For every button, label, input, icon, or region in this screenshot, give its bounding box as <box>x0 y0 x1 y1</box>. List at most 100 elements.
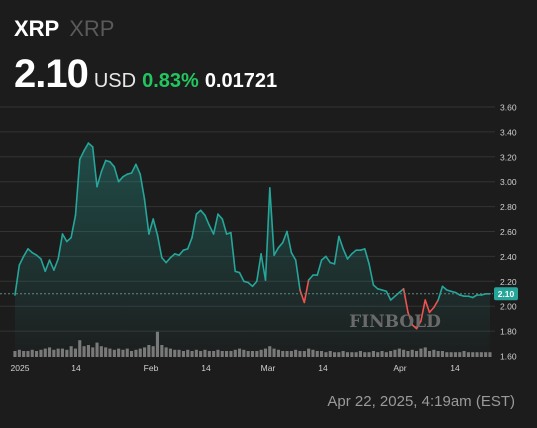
price-line-segment <box>333 235 340 265</box>
price-line <box>14 142 491 330</box>
price-line-segment <box>48 259 55 271</box>
price-line-segment <box>191 213 198 239</box>
price-line-segment <box>96 170 103 188</box>
volume-bar <box>415 351 419 357</box>
volume-bar <box>143 347 147 357</box>
volume-bar <box>276 349 280 357</box>
volume-bar <box>311 349 315 357</box>
price-line-segment <box>338 235 345 250</box>
y-tick-label: 3.00 <box>500 177 517 187</box>
volume-bar <box>233 349 237 357</box>
y-tick-label: 1.80 <box>500 327 517 337</box>
change-absolute: 0.01721 <box>204 70 278 92</box>
price-line-segment <box>303 279 310 304</box>
price-line-segment <box>18 255 25 266</box>
volume-bar <box>242 349 246 357</box>
price-line-segment <box>31 251 38 256</box>
price-line-segment <box>199 209 206 217</box>
volume-bar <box>147 345 151 357</box>
y-tick-label: 1.60 <box>500 352 517 362</box>
volume-bar <box>52 349 56 357</box>
volume-bar <box>337 352 341 357</box>
x-tick-label: Mar <box>261 363 276 373</box>
price-line-segment <box>40 258 47 273</box>
y-tick-label: 3.60 <box>500 103 517 113</box>
volume-bar <box>445 352 449 357</box>
price-line-segment <box>61 233 68 243</box>
volume-bar <box>108 348 112 357</box>
volume-bar <box>69 346 73 357</box>
volume-bar <box>268 346 272 357</box>
volume-bar <box>376 352 380 357</box>
volume-bar <box>354 352 358 357</box>
price-line-segment <box>307 274 314 281</box>
price-line-segment <box>135 163 141 175</box>
price-line-segment <box>14 264 21 296</box>
price-line-segment <box>156 234 163 259</box>
price-line-segment <box>57 233 64 260</box>
current-price-badge: 2.10 <box>494 287 518 301</box>
price-line-segment <box>91 145 98 188</box>
price-line-segment <box>299 289 306 304</box>
volume-bar <box>99 346 103 357</box>
ticker-symbol: XRP <box>14 16 60 41</box>
volume-bar <box>333 352 337 357</box>
volume-bar <box>177 349 181 357</box>
volume-bar <box>164 347 168 357</box>
volume-bar <box>112 349 116 357</box>
x-tick-label: 14 <box>450 363 460 373</box>
price-line-segment <box>70 214 77 239</box>
volume-bar <box>82 346 86 357</box>
price-line-segment <box>342 248 349 260</box>
y-tick-label: 2.20 <box>500 277 517 287</box>
price-line-segment <box>35 254 42 260</box>
x-tick-label: Feb <box>144 363 159 373</box>
price-line-segment <box>437 285 444 301</box>
price-line-segment <box>471 294 478 299</box>
price-line-segment <box>277 241 284 249</box>
price-line-segment <box>238 271 245 283</box>
volume-bars <box>13 331 492 357</box>
volume-bar <box>471 352 475 357</box>
volume-bar <box>320 351 324 357</box>
volume-bar <box>186 349 190 357</box>
volume-bar <box>462 351 466 357</box>
volume-bar <box>436 351 440 357</box>
price-line-segment <box>169 253 176 259</box>
price-line-segment <box>363 248 370 265</box>
volume-bar <box>419 348 423 357</box>
volume-bar <box>466 352 470 357</box>
volume-bar <box>259 349 263 357</box>
volume-bar <box>212 351 216 357</box>
volume-bar <box>104 347 108 357</box>
volume-bar <box>65 349 69 357</box>
price-line-segment <box>143 198 150 235</box>
price-line-segment <box>109 161 116 168</box>
volume-bar <box>216 349 220 357</box>
volume-bar <box>95 342 99 357</box>
volume-bar <box>307 348 311 357</box>
volume-bar <box>371 351 375 357</box>
price-line-segment <box>346 253 353 260</box>
volume-bar <box>324 352 328 357</box>
watermark: FINBOLD <box>349 312 441 332</box>
price-line-segment <box>79 149 85 161</box>
volume-bar <box>78 340 82 357</box>
price-line-segment <box>221 218 228 235</box>
volume-bar <box>160 345 164 357</box>
price-line-segment <box>113 166 120 183</box>
y-tick-label: 2.00 <box>500 302 517 312</box>
volume-bar <box>220 351 224 357</box>
volume-bar <box>48 347 52 357</box>
volume-bar <box>315 351 319 357</box>
volume-bar <box>453 352 457 357</box>
price-line-segment <box>22 248 29 258</box>
y-tick-label: 2.80 <box>500 202 517 212</box>
volume-bar <box>281 351 285 357</box>
volume-bar <box>56 348 60 357</box>
volume-bar <box>199 351 203 357</box>
volume-bar <box>488 352 492 357</box>
volume-bar <box>73 348 77 357</box>
volume-bar <box>350 352 354 357</box>
price-line-segment <box>350 249 357 255</box>
